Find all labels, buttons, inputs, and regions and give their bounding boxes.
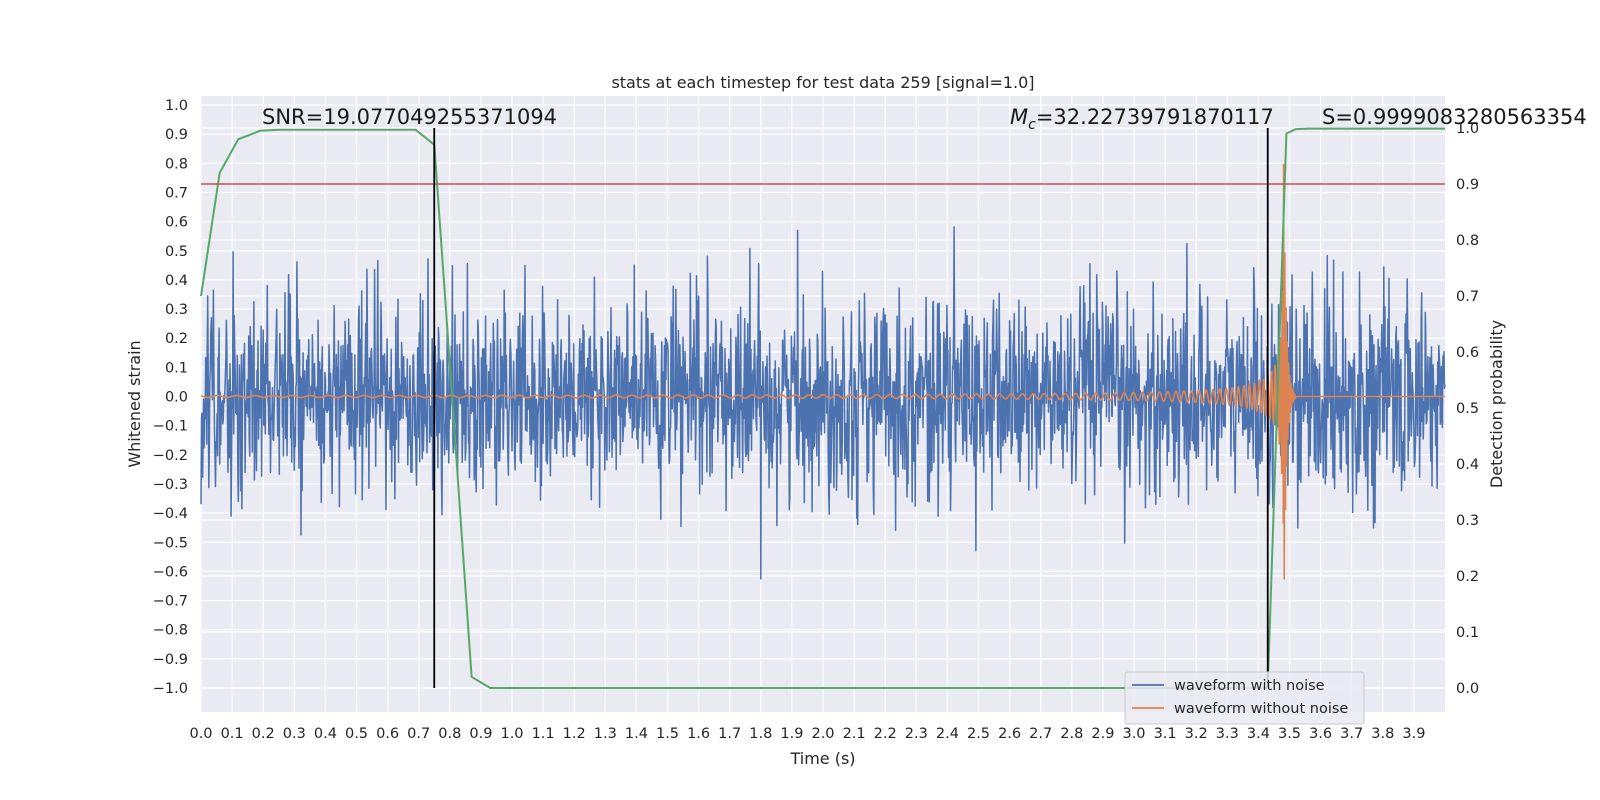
left-y-axis-ticks: 1.0 0.9 0.8 0.7 0.6 0.5 0.4 0.3 0.2 0.1 0.0 −0.1 −0.… (153, 98, 188, 697)
x-tick-label: 1.8 (749, 726, 772, 742)
x-tick-label: 2.0 (811, 726, 834, 742)
x-tick-label: 3.1 (1154, 726, 1177, 742)
left-y-tick-label: −0.4 (153, 506, 188, 522)
x-tick-label: 1.7 (718, 726, 741, 742)
right-y-tick-label: 0.4 (1456, 457, 1479, 473)
score-annotation: S=0.9999083280563354 (1322, 105, 1587, 129)
chirp-mass-symbol: M (1010, 105, 1028, 129)
x-tick-label: 1.0 (500, 726, 523, 742)
x-tick-label: 2.4 (936, 726, 959, 742)
x-tick-label: 0.7 (407, 726, 430, 742)
x-tick-label: 3.9 (1402, 726, 1425, 742)
x-tick-label: 2.7 (1029, 726, 1052, 742)
left-y-tick-label: 0.5 (165, 244, 188, 260)
right-y-tick-label: 0.2 (1456, 569, 1479, 585)
left-y-tick-label: −0.3 (153, 477, 188, 493)
left-y-tick-label: −0.9 (153, 652, 188, 668)
x-tick-label: 3.8 (1371, 726, 1394, 742)
x-tick-label: 3.4 (1247, 726, 1270, 742)
x-tick-label: 0.8 (438, 726, 461, 742)
chirp-mass-subscript: c (1028, 117, 1036, 133)
x-tick-label: 2.6 (998, 726, 1021, 742)
right-y-tick-label: 1.0 (1456, 121, 1479, 137)
right-y-tick-label: 0.5 (1456, 401, 1479, 417)
left-y-tick-label: 0.0 (165, 390, 188, 406)
x-tick-label: 2.2 (874, 726, 897, 742)
x-tick-label: 0.0 (189, 726, 212, 742)
right-y-axis-ticks: 1.0 0.9 0.8 0.7 0.6 0.5 0.4 0.3 0.2 0.1 0.0 (1456, 121, 1479, 697)
x-tick-label: 2.8 (1060, 726, 1083, 742)
clean-waveform-series (200, 163, 1445, 580)
left-y-tick-label: 0.9 (165, 127, 188, 143)
right-y-tick-label: 0.9 (1456, 177, 1479, 193)
legend-clean-label: waveform without noise (1174, 701, 1348, 717)
x-tick-label: 0.9 (469, 726, 492, 742)
chirp-mass-annotation: Mc=32.22739791870117 (1010, 105, 1274, 133)
left-y-axis-label: Whitened strain (125, 340, 144, 467)
x-tick-label: 1.9 (780, 726, 803, 742)
right-y-tick-label: 0.0 (1456, 681, 1479, 697)
x-tick-label: 1.4 (625, 726, 648, 742)
right-y-tick-label: 0.8 (1456, 233, 1479, 249)
x-tick-label: 1.1 (532, 726, 555, 742)
x-tick-label: 2.3 (905, 726, 928, 742)
x-tick-label: 3.7 (1340, 726, 1363, 742)
x-tick-label: 0.5 (345, 726, 368, 742)
left-y-tick-label: −0.2 (153, 448, 188, 464)
x-tick-label: 0.6 (376, 726, 399, 742)
left-y-tick-label: −0.5 (153, 535, 188, 551)
left-y-tick-label: −0.1 (153, 419, 188, 435)
x-tick-label: 1.5 (656, 726, 679, 742)
x-tick-label: 1.2 (563, 726, 586, 742)
x-tick-label: 3.5 (1278, 726, 1301, 742)
x-tick-label: 0.1 (221, 726, 244, 742)
x-axis-ticks: 0.0 0.1 0.2 0.3 0.4 0.5 0.6 0.7 0.8 0.9 1.0 1.1 1.2 1… (189, 726, 1425, 742)
right-y-tick-label: 0.6 (1456, 345, 1479, 361)
x-tick-label: 3.0 (1122, 726, 1145, 742)
right-y-tick-label: 0.7 (1456, 289, 1479, 305)
reference-lines (201, 128, 1445, 688)
right-y-axis-label: Detection probability (1487, 320, 1506, 488)
x-tick-label: 3.2 (1185, 726, 1208, 742)
detection-probability-series (200, 127, 1445, 689)
left-y-tick-label: 0.3 (165, 302, 188, 318)
left-y-tick-label: −0.8 (153, 623, 188, 639)
x-tick-label: 0.4 (314, 726, 337, 742)
left-y-tick-label: −1.0 (153, 681, 188, 697)
right-y-tick-label: 0.3 (1456, 513, 1479, 529)
x-tick-label: 1.6 (687, 726, 710, 742)
left-y-tick-label: 0.8 (165, 156, 188, 172)
left-y-tick-label: −0.6 (153, 564, 188, 580)
x-tick-label: 0.3 (283, 726, 306, 742)
x-tick-label: 3.6 (1309, 726, 1332, 742)
legend: waveform with noise waveform without noi… (1124, 671, 1365, 725)
x-tick-label: 1.3 (594, 726, 617, 742)
chirp-mass-value: =32.22739791870117 (1036, 105, 1274, 129)
detection-probability-line (200, 127, 1445, 689)
x-tick-label: 0.2 (252, 726, 275, 742)
left-y-tick-label: 0.6 (165, 215, 188, 231)
legend-noise-label: waveform with noise (1174, 678, 1325, 694)
chart-title: stats at each timestep for test data 259… (611, 73, 1034, 92)
x-tick-label: 3.3 (1216, 726, 1239, 742)
left-y-tick-label: 0.1 (165, 360, 188, 376)
left-y-tick-label: 0.7 (165, 185, 188, 201)
waveform-without-noise-line (200, 163, 1445, 580)
x-tick-label: 2.5 (967, 726, 990, 742)
snr-annotation: SNR=19.077049255371094 (262, 105, 557, 129)
x-tick-label: 2.9 (1091, 726, 1114, 742)
legend-box (1124, 671, 1365, 725)
left-y-tick-label: 0.4 (165, 273, 188, 289)
right-y-tick-label: 0.1 (1456, 625, 1479, 641)
x-axis-label: Time (s) (789, 749, 855, 768)
left-y-tick-label: 0.2 (165, 331, 188, 347)
left-y-tick-label: 1.0 (165, 98, 188, 114)
x-tick-label: 2.1 (843, 726, 866, 742)
left-y-tick-label: −0.7 (153, 594, 188, 610)
